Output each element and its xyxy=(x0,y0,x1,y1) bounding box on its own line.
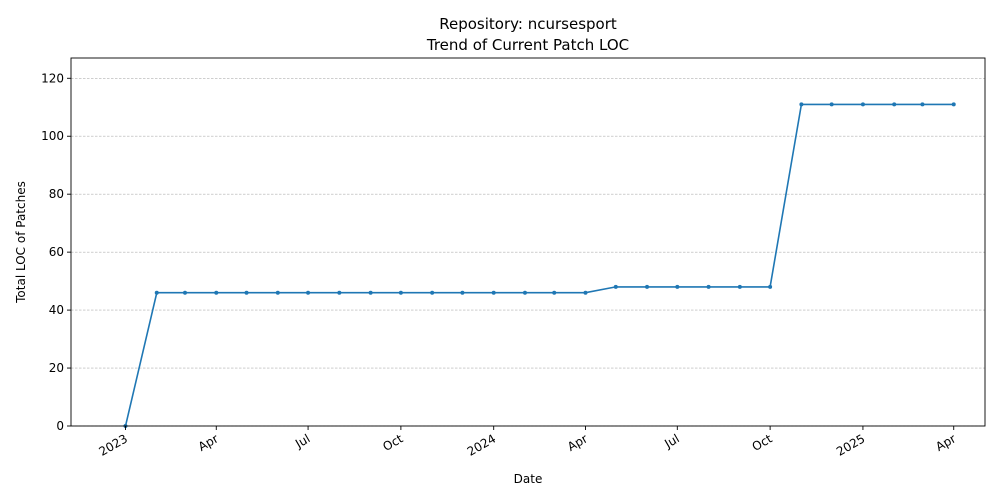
y-tick-label: 120 xyxy=(41,71,64,85)
y-axis-label: Total LOC of Patches xyxy=(14,181,28,304)
x-tick-label: Jul xyxy=(292,431,312,451)
x-tick-label: 2024 xyxy=(465,431,498,458)
data-point xyxy=(491,290,496,295)
data-point xyxy=(460,290,465,295)
data-point xyxy=(768,284,773,289)
data-point xyxy=(182,290,187,295)
data-point xyxy=(398,290,403,295)
data-point xyxy=(645,284,650,289)
data-point xyxy=(154,290,159,295)
y-tick-label: 100 xyxy=(41,129,64,143)
data-point xyxy=(244,290,249,295)
data-point xyxy=(829,102,834,107)
data-point xyxy=(613,284,618,289)
y-tick-label: 40 xyxy=(49,303,64,317)
y-tick-label: 60 xyxy=(49,245,64,259)
x-axis: 2023 Apr Jul Oct 2024 Apr Jul Oct 2025 Apr xyxy=(97,426,958,459)
data-point xyxy=(892,102,897,107)
y-tick-label: 80 xyxy=(49,187,64,201)
x-tick-label: Apr xyxy=(196,431,221,454)
plot-frame xyxy=(70,57,986,427)
x-tick-label: Jul xyxy=(661,431,681,451)
data-point xyxy=(430,290,435,295)
data-point xyxy=(368,290,373,295)
data-point xyxy=(522,290,527,295)
y-axis: 0 20 40 60 80 100 120 xyxy=(41,71,71,433)
data-point xyxy=(951,102,956,107)
data-point xyxy=(675,284,680,289)
data-point xyxy=(799,102,804,107)
data-point xyxy=(737,284,742,289)
data-point xyxy=(860,102,865,107)
series-line xyxy=(124,103,954,427)
x-tick-label: Apr xyxy=(933,431,958,454)
y-tick-label: 0 xyxy=(56,419,64,433)
x-axis-label: Date xyxy=(514,472,543,486)
x-tick-label: Oct xyxy=(380,431,405,454)
data-point xyxy=(337,290,342,295)
x-tick-label: 2025 xyxy=(834,431,867,458)
chart-subtitle: Trend of Current Patch LOC xyxy=(426,36,629,54)
data-point xyxy=(275,290,280,295)
data-point xyxy=(583,290,588,295)
y-grid xyxy=(71,77,985,427)
data-point xyxy=(552,290,557,295)
x-tick-label: 2023 xyxy=(97,431,130,458)
data-point xyxy=(306,290,311,295)
chart-title: Repository: ncursesport xyxy=(439,15,617,33)
data-point xyxy=(214,290,219,295)
data-point xyxy=(920,102,925,107)
data-point xyxy=(706,284,711,289)
y-tick-label: 20 xyxy=(49,361,64,375)
x-tick-label: Apr xyxy=(565,431,590,454)
x-tick-label: Oct xyxy=(750,431,775,454)
series-group xyxy=(123,102,956,428)
